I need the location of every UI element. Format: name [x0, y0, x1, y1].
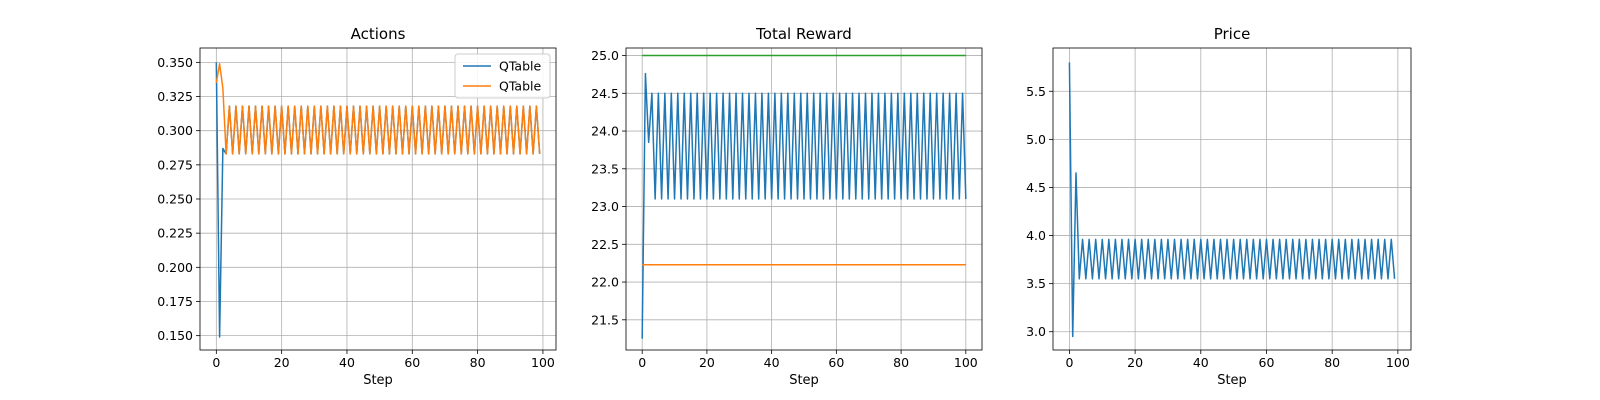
x-tick-label: 40 — [764, 355, 780, 370]
y-tick-label: 5.5 — [1026, 84, 1046, 99]
x-axis-label: Step — [1217, 373, 1247, 388]
chart-panel-3: 0 20 40 60 80 100 3.0 3.5 4.0 4.5 5.0 5.5 Price Step — [1026, 25, 1412, 388]
y-tick-label: 22.0 — [591, 275, 619, 290]
x-tick-label: 20 — [699, 355, 715, 370]
y-tick-label: 0.275 — [157, 157, 193, 172]
y-tick-label: 3.0 — [1026, 324, 1046, 339]
plot-frame — [625, 47, 983, 351]
chart-title: Price — [1214, 25, 1251, 43]
y-tick-label: 5.0 — [1026, 132, 1046, 147]
x-tick-label: 80 — [470, 355, 486, 370]
legend: QTable QTable — [454, 53, 551, 99]
chart-title: Total Reward — [755, 25, 852, 43]
chart-panel-2: 0 20 40 60 80 100 21.5 22.0 22.5 23.0 23.5 24.0 24.5… — [591, 25, 983, 388]
x-tick-label: 80 — [893, 355, 909, 370]
y-tick-label: 22.5 — [591, 237, 619, 252]
y-tick-label: 24.5 — [591, 86, 619, 101]
x-tick-label: 40 — [1193, 355, 1209, 370]
x-tick-label: 100 — [954, 355, 978, 370]
y-tick-label: 0.250 — [157, 192, 193, 207]
series-line-2 — [215, 62, 541, 155]
legend-label: QTable — [499, 59, 541, 74]
x-tick-label: 100 — [531, 355, 555, 370]
y-tick-label: 0.200 — [157, 260, 193, 275]
legend-box — [454, 53, 551, 99]
chart-panel-1: 0 20 40 60 80 100 0.150 0.175 0.200 0.225 0.250 0.2… — [157, 25, 557, 388]
y-tick-label: 24.0 — [591, 124, 619, 139]
y-tick-label: 25.0 — [591, 48, 619, 63]
x-axis-label: Step — [789, 373, 819, 388]
series-line-1 — [641, 72, 967, 339]
chart-title: Actions — [351, 25, 406, 43]
x-tick-label: 20 — [274, 355, 290, 370]
x-tick-label: 60 — [1259, 355, 1275, 370]
y-tick-label: 0.225 — [157, 226, 193, 241]
y-tick-label: 0.300 — [157, 123, 193, 138]
x-tick-label: 0 — [1065, 355, 1073, 370]
legend-label: QTable — [499, 79, 541, 94]
series-line-1 — [215, 62, 541, 338]
y-tick-label: 23.5 — [591, 161, 619, 176]
x-tick-label: 40 — [339, 355, 355, 370]
y-tick-label: 4.5 — [1026, 180, 1046, 195]
y-tick-label: 0.325 — [157, 89, 193, 104]
x-tick-label: 0 — [638, 355, 646, 370]
x-tick-label: 60 — [828, 355, 844, 370]
y-tick-label: 23.0 — [591, 199, 619, 214]
y-tick-label: 0.150 — [157, 328, 193, 343]
x-tick-label: 20 — [1127, 355, 1143, 370]
x-tick-label: 100 — [1386, 355, 1410, 370]
y-tick-label: 4.0 — [1026, 228, 1046, 243]
y-tick-label: 0.350 — [157, 55, 193, 70]
y-tick-label: 0.175 — [157, 294, 193, 309]
plot-frame — [1052, 47, 1412, 351]
x-axis-label: Step — [363, 373, 393, 388]
x-tick-label: 0 — [212, 355, 220, 370]
series-line-1 — [1068, 62, 1396, 338]
x-tick-label: 80 — [1324, 355, 1340, 370]
y-tick-label: 3.5 — [1026, 276, 1046, 291]
y-tick-label: 21.5 — [591, 312, 619, 327]
x-tick-label: 60 — [404, 355, 420, 370]
